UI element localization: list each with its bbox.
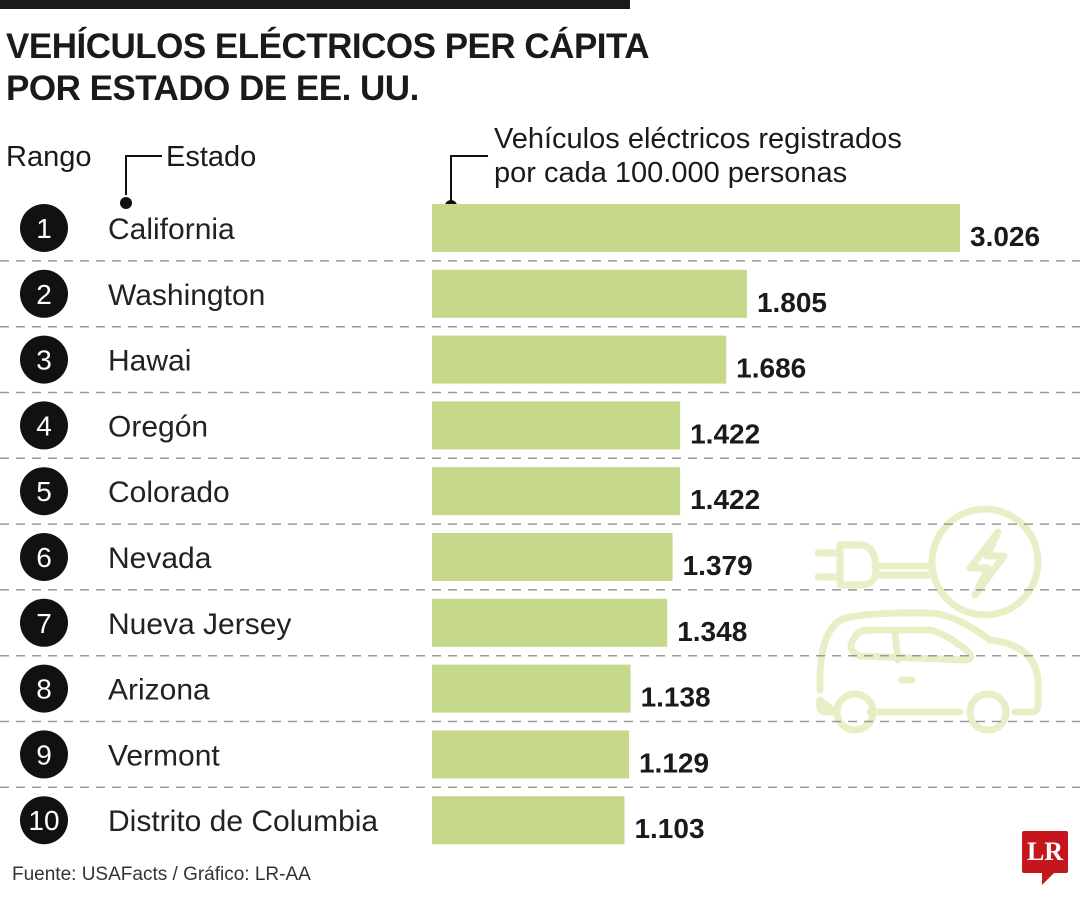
value-leader-line	[450, 155, 488, 205]
rank-number: 5	[36, 476, 52, 507]
top-rule	[0, 0, 630, 9]
value-header-line-2: por cada 100.000 personas	[494, 157, 848, 189]
source-footer: Fuente: USAFacts / Gráfico: LR-AA	[12, 864, 311, 885]
value-label: 1.805	[757, 287, 827, 318]
rank-number: 4	[36, 410, 52, 441]
rank-number: 7	[36, 608, 52, 639]
value-label: 1.129	[639, 747, 709, 778]
rank-number: 8	[36, 674, 52, 705]
bar	[432, 730, 629, 779]
state-leader-dot	[120, 197, 132, 209]
rank-number: 3	[36, 345, 52, 376]
bar	[432, 533, 673, 581]
rank-number: 6	[36, 542, 52, 573]
chart-title: VEHÍCULOS ELÉCTRICOS PER CÁPITA POR ESTA…	[6, 26, 650, 110]
rank-number: 10	[28, 805, 59, 836]
rank-number: 9	[36, 739, 52, 770]
bar	[432, 204, 960, 252]
rank-number: 1	[36, 213, 52, 244]
state-header: Estado	[166, 141, 257, 173]
rank-badge	[20, 401, 68, 450]
state-leader-line	[125, 155, 162, 195]
state-label: Oregón	[108, 410, 208, 443]
bar	[432, 598, 668, 647]
state-label: Colorado	[108, 476, 230, 509]
rank-badge	[20, 796, 68, 845]
rank-badge	[20, 730, 68, 779]
rank-badge	[20, 533, 68, 581]
state-label: Hawai	[108, 345, 191, 378]
value-label: 1.422	[690, 418, 760, 449]
rank-header: Rango	[6, 141, 92, 173]
value-label: 1.379	[683, 550, 753, 581]
state-label: Nevada	[108, 542, 212, 575]
state-label: California	[108, 213, 235, 246]
rank-badge	[20, 335, 68, 384]
bar	[432, 401, 681, 450]
value-header-line-1: Vehículos eléctricos registrados	[494, 123, 902, 155]
car-plug-icon	[814, 505, 1042, 734]
bar	[432, 269, 747, 318]
value-label: 1.103	[634, 813, 704, 844]
bar	[432, 467, 681, 516]
lr-logo: LR	[1022, 831, 1068, 885]
state-label: Vermont	[108, 739, 220, 772]
rank-badge	[20, 598, 68, 647]
value-header: Vehículos eléctricos registrados por cad…	[494, 122, 902, 190]
rank-number: 2	[36, 279, 52, 310]
state-label: Washington	[108, 279, 265, 312]
title-line-1: VEHÍCULOS ELÉCTRICOS PER CÁPITA	[6, 27, 650, 66]
title-line-2: POR ESTADO DE EE. UU.	[6, 69, 419, 108]
rank-badge	[20, 269, 68, 318]
rank-badge	[20, 664, 68, 713]
bar	[432, 335, 727, 384]
bar	[432, 796, 625, 845]
value-label: 1.348	[677, 616, 747, 647]
rank-badge	[20, 204, 68, 252]
value-label: 3.026	[970, 221, 1040, 252]
value-label: 1.138	[641, 682, 711, 713]
value-label: 1.422	[690, 484, 760, 515]
bar	[432, 664, 631, 713]
value-label: 1.686	[736, 353, 806, 384]
state-label: Distrito de Columbia	[108, 805, 378, 838]
state-label: Nueva Jersey	[108, 608, 291, 641]
rank-badge	[20, 467, 68, 516]
state-label: Arizona	[108, 674, 210, 707]
